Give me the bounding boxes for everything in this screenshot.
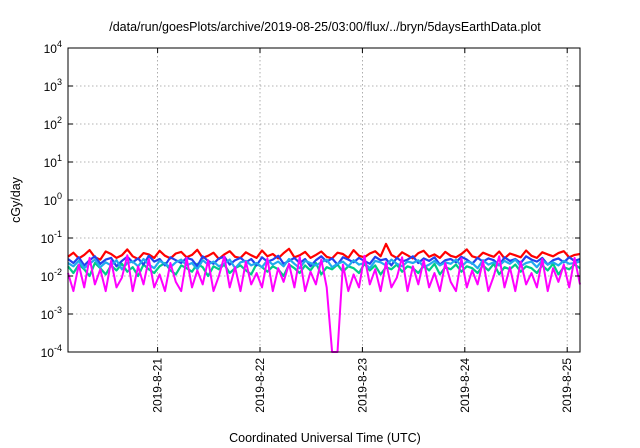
y-tick-label: 10-4 [41, 343, 62, 360]
y-tick-label: 10-3 [41, 305, 62, 322]
y-axis-ticks: 10-4 10-3 10-2 10-1 100 101 102 103 104 [41, 39, 580, 360]
y-tick-label: 102 [44, 115, 62, 132]
y-axis-label: cGy/day [9, 176, 23, 223]
x-tick-label: 2019-8-25 [560, 358, 574, 413]
chart-title: /data/run/goesPlots/archive/2019-08-25/0… [109, 20, 541, 34]
x-tick-label: 2019-8-24 [458, 358, 472, 413]
y-tick-label: 10-1 [41, 229, 62, 246]
y-tick-label: 10-2 [41, 267, 62, 284]
x-axis-ticks: 2019-8-21 2019-8-22 2019-8-23 2019-8-24 2019… [151, 48, 574, 413]
y-tick-label: 101 [44, 153, 62, 170]
x-tick-label: 2019-8-21 [151, 358, 165, 413]
x-tick-label: 2019-8-22 [253, 358, 267, 413]
y-tick-label: 100 [44, 191, 62, 208]
x-tick-label: 2019-8-23 [355, 358, 369, 413]
series-lines [67, 242, 581, 353]
series-line [67, 254, 581, 353]
y-tick-label: 103 [44, 77, 62, 94]
y-tick-label: 104 [44, 39, 62, 56]
series-line [67, 254, 581, 268]
series-line [67, 257, 581, 271]
series-line [67, 242, 581, 261]
x-axis-label: Coordinated Universal Time (UTC) [229, 431, 421, 445]
